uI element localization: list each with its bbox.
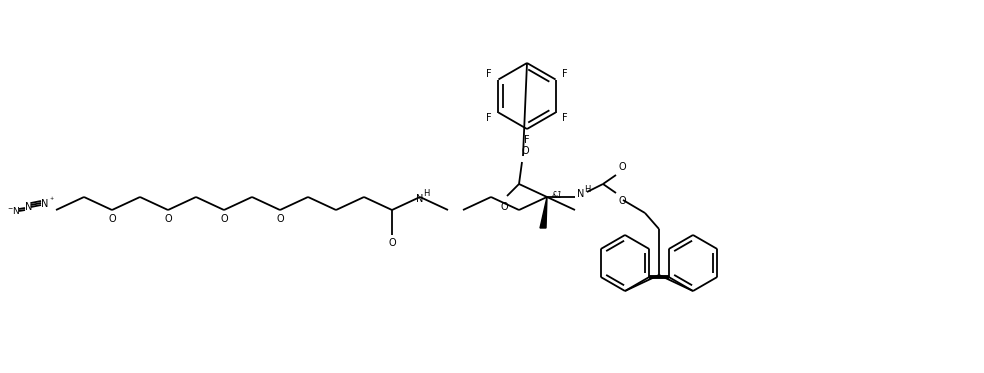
Text: F: F — [486, 69, 492, 79]
Text: O: O — [500, 202, 508, 212]
Text: F: F — [562, 69, 568, 79]
Text: O: O — [277, 214, 283, 224]
Text: O: O — [522, 146, 528, 156]
Polygon shape — [540, 197, 547, 228]
Text: O: O — [618, 196, 626, 206]
Text: $^{-}$N: $^{-}$N — [7, 204, 21, 216]
Text: H: H — [584, 185, 590, 194]
Text: &1: &1 — [552, 191, 563, 200]
Text: O: O — [220, 214, 228, 224]
Text: F: F — [562, 113, 568, 123]
Text: O: O — [164, 214, 172, 224]
Text: N: N — [577, 189, 584, 199]
Text: O: O — [388, 238, 396, 248]
Text: F: F — [486, 113, 492, 123]
Text: $^{+}$: $^{+}$ — [49, 197, 55, 203]
Text: O: O — [108, 214, 116, 224]
Text: N: N — [416, 194, 424, 204]
Text: O: O — [618, 162, 626, 172]
Text: N: N — [41, 199, 48, 209]
Text: N: N — [25, 202, 32, 212]
Text: F: F — [524, 135, 529, 145]
Text: H: H — [423, 188, 429, 197]
